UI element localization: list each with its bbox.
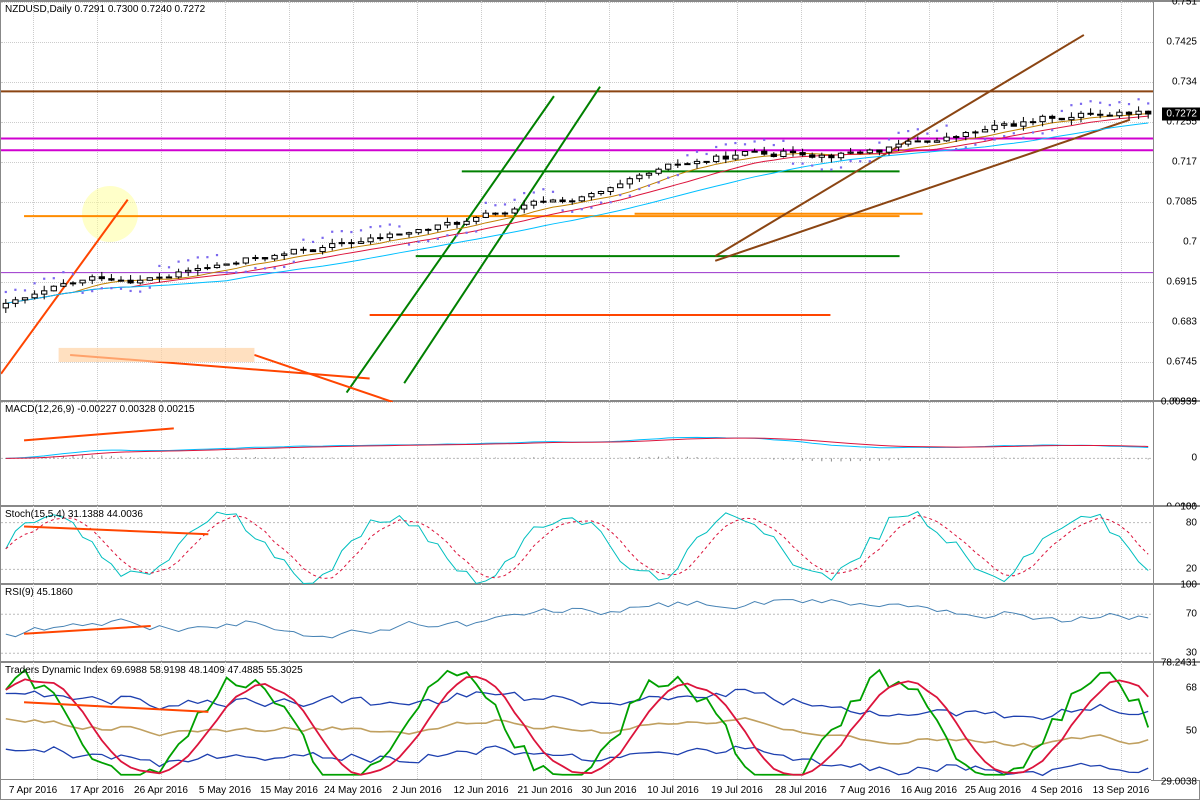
x-axis: 7 Apr 2016 17 Apr 2016 26 Apr 2016 5 May 20… xyxy=(1,779,1151,799)
rsi-plot xyxy=(1,585,1153,663)
rsi-panel[interactable]: 3070100 RSI(9) 45.1860 xyxy=(1,584,1200,662)
y-tick-label: 29.0038 xyxy=(1161,777,1197,788)
macd-plot xyxy=(1,402,1153,507)
y-tick-label: 0.734 xyxy=(1172,77,1197,88)
x-tick-label: 7 Aug 2016 xyxy=(840,785,891,796)
main-y-axis: 0.6660.67450.6830.69150.70.70850.7170.72… xyxy=(1153,2,1200,400)
macd-y-axis: -0.008100.00939 xyxy=(1153,402,1200,505)
y-tick-label: 0.7085 xyxy=(1166,197,1197,208)
x-tick-label: 30 Jun 2016 xyxy=(581,785,636,796)
x-tick-label: 19 Jul 2016 xyxy=(711,785,763,796)
x-tick-label: 4 Sep 2016 xyxy=(1031,785,1082,796)
x-tick-label: 21 Jun 2016 xyxy=(517,785,572,796)
chart-container: 0.6660.67450.6830.69150.70.70850.7170.72… xyxy=(0,0,1200,800)
tdi-y-axis: 29.0038506878.2431 xyxy=(1153,663,1200,780)
stoch-label: Stoch(15,5,4) 31.1388 44.0036 xyxy=(5,509,143,520)
stoch-panel[interactable]: 2080100Stoch(15,5,4) 31.1388 44.0036 xyxy=(1,506,1200,584)
x-tick-label: 15 May 2016 xyxy=(260,785,318,796)
x-tick-label: 16 Aug 2016 xyxy=(901,785,957,796)
macd-panel[interactable]: -0.008100.00939 MACD(12,26,9) -0.00227 0.… xyxy=(1,401,1200,506)
y-tick-label: 20 xyxy=(1186,564,1197,575)
tdi-panel[interactable]: 29.0038506878.2431Traders Dynamic Index … xyxy=(1,662,1200,781)
y-tick-label: 100 xyxy=(1180,580,1197,591)
y-tick-label: 78.2431 xyxy=(1161,658,1197,669)
candlestick-series xyxy=(1,2,1153,402)
x-tick-label: 28 Jul 2016 xyxy=(775,785,827,796)
y-tick-label: 70 xyxy=(1186,609,1197,620)
y-tick-label: 0.751 xyxy=(1172,0,1197,8)
y-tick-label: 80 xyxy=(1186,517,1197,528)
y-tick-label: 0.683 xyxy=(1172,317,1197,328)
x-tick-label: 5 May 2016 xyxy=(199,785,251,796)
y-tick-label: 100 xyxy=(1180,502,1197,513)
y-tick-label: 0.6915 xyxy=(1166,277,1197,288)
x-tick-label: 26 Apr 2016 xyxy=(134,785,188,796)
y-tick-label: 0.00939 xyxy=(1161,397,1197,408)
y-tick-label: 0.7 xyxy=(1183,237,1197,248)
macd-label: MACD(12,26,9) -0.00227 0.00328 0.00215 xyxy=(5,404,195,415)
y-tick-label: 0.717 xyxy=(1172,157,1197,168)
x-tick-label: 17 Apr 2016 xyxy=(70,785,124,796)
tdi-plot xyxy=(1,663,1153,782)
x-tick-label: 12 Jun 2016 xyxy=(453,785,508,796)
rsi-y-axis: 3070100 xyxy=(1153,585,1200,661)
y-tick-label: 0.7425 xyxy=(1166,37,1197,48)
x-tick-label: 2 Jun 2016 xyxy=(392,785,442,796)
x-tick-label: 7 Apr 2016 xyxy=(9,785,57,796)
y-tick-label: 68 xyxy=(1186,682,1197,693)
current-price-badge: 0.7272 xyxy=(1162,108,1200,121)
rsi-label: RSI(9) 45.1860 xyxy=(5,587,73,598)
main-label: NZDUSD,Daily 0.7291 0.7300 0.7240 0.7272 xyxy=(5,4,205,15)
tdi-label: Traders Dynamic Index 69.6988 58.9198 48… xyxy=(5,665,303,676)
x-tick-label: 24 May 2016 xyxy=(324,785,382,796)
x-tick-label: 10 Jul 2016 xyxy=(647,785,699,796)
main-panel[interactable]: 0.6660.67450.6830.69150.70.70850.7170.72… xyxy=(1,1,1200,401)
stoch-y-axis: 2080100 xyxy=(1153,507,1200,583)
x-tick-label: 13 Sep 2016 xyxy=(1093,785,1150,796)
y-tick-label: 0.6745 xyxy=(1166,357,1197,368)
y-tick-label: 50 xyxy=(1186,726,1197,737)
stoch-plot xyxy=(1,507,1153,585)
x-tick-label: 25 Aug 2016 xyxy=(965,785,1021,796)
y-tick-label: 0 xyxy=(1191,453,1197,464)
